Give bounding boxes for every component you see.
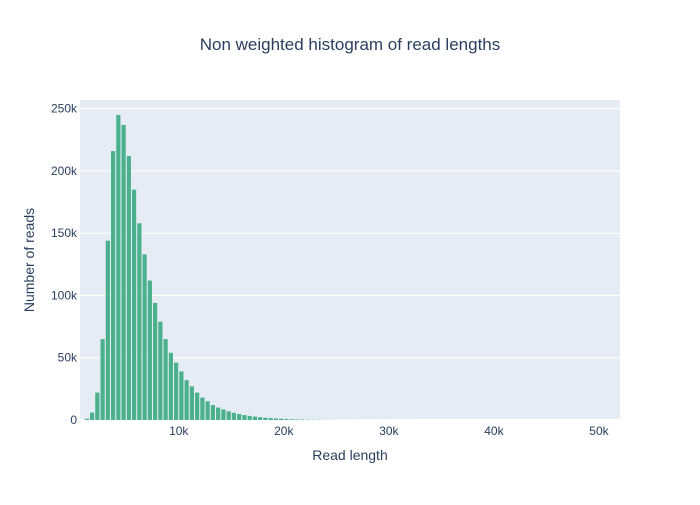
histogram-bar <box>174 363 178 420</box>
histogram-bar <box>195 393 199 420</box>
histogram-bar <box>143 254 147 420</box>
histogram-bar <box>248 416 252 420</box>
histogram-bar <box>90 413 94 420</box>
histogram-bar <box>237 414 241 420</box>
histogram-bar <box>279 419 283 420</box>
y-tick-label: 200k <box>51 164 78 178</box>
histogram-bar <box>190 386 194 420</box>
histogram-bar <box>300 419 304 420</box>
y-tick-label: 150k <box>51 226 78 240</box>
x-axis-label: Read length <box>312 447 388 463</box>
histogram-bar <box>295 419 299 420</box>
histogram-bar <box>284 419 288 420</box>
histogram-bar <box>232 413 236 420</box>
x-tick-label: 40k <box>484 424 504 438</box>
histogram-bar <box>100 339 104 420</box>
histogram-bar <box>121 125 125 420</box>
x-tick-label: 50k <box>589 424 609 438</box>
histogram-bar <box>106 241 110 420</box>
y-tick-label: 100k <box>51 288 78 302</box>
y-tick-label: 50k <box>58 351 78 365</box>
histogram-bar <box>111 151 115 420</box>
histogram-bar <box>127 156 131 420</box>
histogram-bar <box>185 380 189 420</box>
histogram-bar <box>179 371 183 420</box>
histogram-bar <box>116 115 120 420</box>
histogram-bar <box>274 419 278 420</box>
y-tick-label: 0 <box>70 413 77 427</box>
chart-title: Non weighted histogram of read lengths <box>200 35 501 54</box>
histogram-bar <box>153 303 157 420</box>
histogram-bar <box>216 408 220 420</box>
histogram-bar <box>85 419 89 420</box>
histogram-bar <box>253 417 257 420</box>
histogram-bar <box>148 281 152 420</box>
histogram-bar <box>263 418 267 420</box>
histogram-bar <box>95 393 99 420</box>
histogram-bar <box>132 190 136 420</box>
histogram-bar <box>221 409 225 420</box>
y-axis-label: Number of reads <box>21 208 37 312</box>
histogram-bar <box>227 411 231 420</box>
y-tick-label: 250k <box>51 102 78 116</box>
histogram-bar <box>158 322 162 420</box>
histogram-bar <box>200 398 204 420</box>
histogram-bar <box>211 405 215 420</box>
histogram-bar <box>290 419 294 420</box>
histogram-bar <box>169 353 173 420</box>
histogram-bar <box>258 417 262 420</box>
histogram-bar <box>206 401 210 420</box>
histogram-bar <box>164 339 168 420</box>
x-tick-label: 30k <box>379 424 399 438</box>
x-tick-label: 20k <box>274 424 294 438</box>
histogram-bar <box>137 223 141 420</box>
x-tick-label: 10k <box>169 424 189 438</box>
histogram-bar <box>269 418 273 420</box>
histogram-bar <box>242 415 246 420</box>
